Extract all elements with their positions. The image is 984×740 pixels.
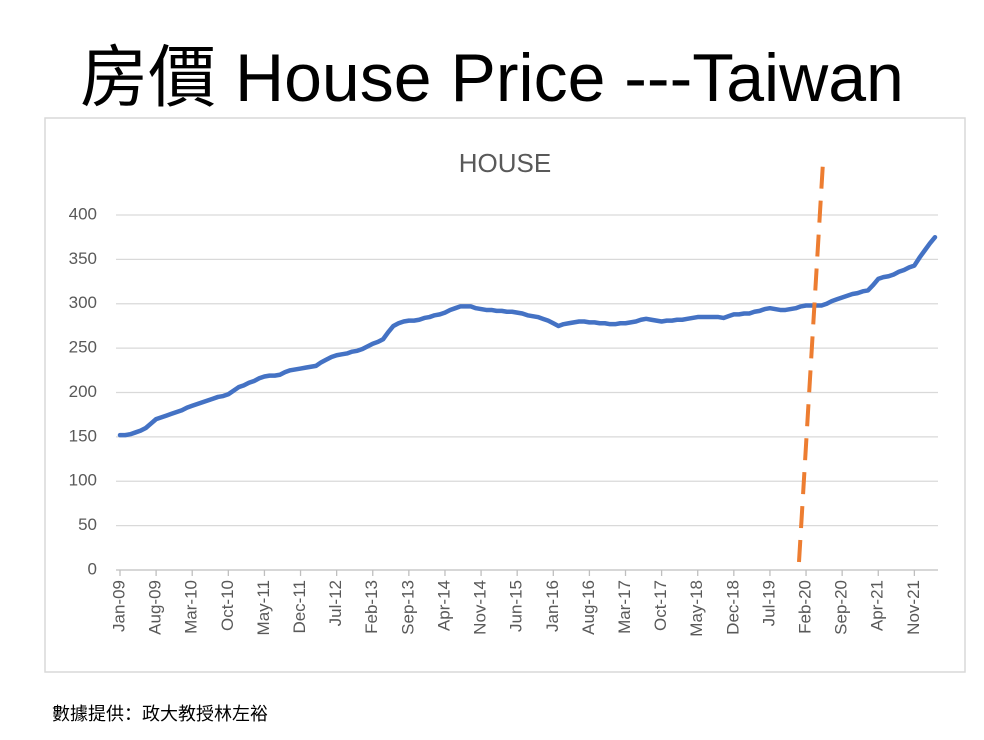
x-tick-label: Jan-09: [109, 580, 128, 632]
x-tick-label: Jun-15: [507, 580, 526, 632]
data-line: [117, 234, 938, 438]
x-tick-label: Oct-17: [651, 580, 670, 631]
x-tick-label: Jul-19: [759, 580, 778, 626]
x-tick-label: Nov-21: [904, 580, 923, 635]
x-tick-label: Oct-10: [218, 580, 237, 631]
x-tick-label: May-11: [254, 580, 273, 635]
x-tick-label: Apr-21: [868, 580, 887, 631]
chart-frame: [44, 117, 966, 673]
x-tick-label: Aug-09: [146, 580, 165, 635]
y-tick-label: 350: [69, 249, 97, 268]
y-tick-label: 300: [69, 293, 97, 312]
x-tick-label: Aug-16: [579, 580, 598, 635]
x-tick-label: Jan-16: [543, 580, 562, 632]
y-tick-label: 150: [69, 426, 97, 445]
y-tick-label: 50: [78, 515, 97, 534]
y-tick-label: 0: [88, 559, 97, 578]
x-tick-label: Feb-20: [796, 580, 815, 634]
slide-title: 房價 House Price ---Taiwan: [80, 40, 904, 116]
x-tick-label: Mar-10: [182, 580, 201, 634]
x-tick-label: Sep-20: [832, 580, 851, 635]
x-tick-label: Sep-13: [398, 580, 417, 635]
x-tick-label: Apr-14: [434, 580, 453, 631]
x-tick-label: Dec-18: [723, 580, 742, 635]
x-tick-label: Feb-13: [362, 580, 381, 634]
y-tick-label: 400: [69, 204, 97, 223]
x-tick-label: Nov-14: [471, 580, 490, 635]
x-tick-label: Dec-11: [290, 580, 309, 634]
y-tick-label: 100: [69, 471, 97, 490]
y-tick-label: 250: [69, 338, 97, 357]
x-tick-label: Mar-17: [615, 580, 634, 634]
chart-title: HOUSE: [459, 148, 551, 178]
x-tick-label: May-18: [687, 580, 706, 637]
source-note: 數據提供：政大教授林左裕: [52, 704, 268, 724]
x-tick-label: Jul-12: [326, 580, 345, 626]
y-tick-label: 200: [69, 382, 97, 401]
